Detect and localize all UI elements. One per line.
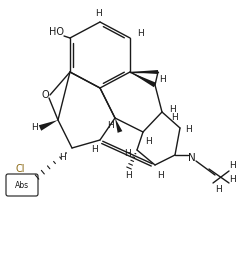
FancyBboxPatch shape <box>6 174 38 196</box>
Text: H: H <box>59 154 65 162</box>
Text: H: H <box>157 170 163 180</box>
Text: H: H <box>145 137 151 147</box>
Text: H: H <box>124 150 131 158</box>
Text: H: H <box>159 76 165 84</box>
Text: H: H <box>137 29 143 39</box>
Text: H: H <box>107 121 113 131</box>
Polygon shape <box>130 72 156 87</box>
Text: Cl: Cl <box>15 164 25 174</box>
Text: H: H <box>230 161 236 169</box>
Text: H: H <box>230 174 236 184</box>
Text: HO: HO <box>48 27 64 37</box>
Text: H: H <box>91 146 97 154</box>
Text: H: H <box>216 184 222 193</box>
Polygon shape <box>39 120 58 131</box>
Text: H: H <box>126 170 132 180</box>
Polygon shape <box>130 70 158 74</box>
Text: N: N <box>188 153 196 163</box>
Polygon shape <box>115 118 122 133</box>
Text: H: H <box>185 125 191 135</box>
Text: H: H <box>31 124 37 132</box>
Text: H: H <box>94 9 101 18</box>
Text: H: H <box>171 113 177 121</box>
Text: Abs: Abs <box>15 181 29 189</box>
Text: O: O <box>41 90 49 100</box>
Text: H: H <box>169 106 175 114</box>
